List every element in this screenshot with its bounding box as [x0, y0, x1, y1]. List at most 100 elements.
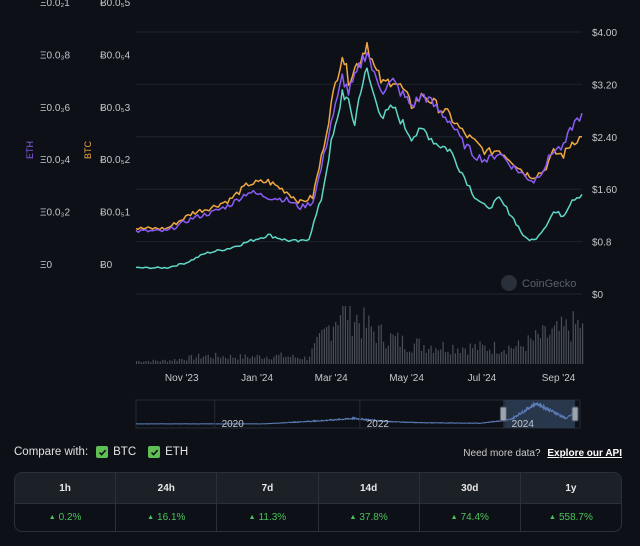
volume-bar [440, 349, 442, 364]
price-chart[interactable]: Ξ0 Ξ0.0₃2 Ξ0.0₃4 Ξ0.0₃6 Ξ0.0₃8 Ξ0.0₂1 Ƀ0 Ƀ0.0₅… [0, 0, 640, 440]
volume-bar [560, 316, 563, 364]
volume-bar [406, 352, 408, 364]
volume-bar [339, 315, 342, 364]
change-value: ▲ 16.1% [116, 504, 216, 531]
caret-up-icon: ▲ [349, 514, 357, 521]
volume-bar [337, 325, 339, 364]
volume-bar [275, 354, 277, 364]
change-value-text: 16.1% [157, 512, 186, 523]
volume-bar [138, 360, 140, 364]
volume-bar [270, 359, 273, 364]
change-value-text: 558.7% [558, 512, 593, 523]
explore-api-link[interactable]: Explore our API [547, 448, 622, 459]
volume-bar [224, 357, 227, 364]
volume-bar [268, 359, 270, 364]
volume-bar [558, 330, 560, 364]
series-line-eth [135, 51, 583, 234]
navigator-year-label: 2024 [512, 419, 535, 430]
volume-bar [323, 328, 325, 364]
volume-bar [574, 324, 577, 364]
compare-eth-checkbox[interactable]: ETH [148, 446, 188, 458]
change-value-text: 0.2% [58, 512, 82, 523]
compare-btc-checkbox[interactable]: BTC [96, 446, 136, 458]
volume-bar [256, 354, 258, 364]
usd-axis: $0 $0.8 $1.60 $2.40 $3.20 $4.00 [592, 28, 617, 301]
x-tick-label: Jan '24 [241, 373, 273, 384]
volume-bar [183, 360, 185, 364]
volume-bar [380, 324, 382, 364]
x-tick-label: Jul '24 [468, 373, 497, 384]
change-value: ▲ 0.2% [15, 504, 115, 531]
btc-axis-title: BTC [83, 140, 93, 159]
volume-bar [510, 347, 512, 364]
volume-bar [411, 352, 413, 364]
volume-bar [508, 345, 510, 364]
volume-bar [542, 325, 544, 364]
volume-bar [479, 341, 481, 364]
volume-bar [190, 354, 193, 364]
y-tick-label: $4.00 [592, 28, 617, 39]
volume-bar [195, 357, 197, 364]
volume-bar [220, 358, 222, 364]
range-navigator[interactable]: 2020 2022 2024 [135, 399, 581, 430]
compare-eth-label: ETH [165, 446, 189, 458]
volume-bar [278, 354, 280, 364]
change-column: 1h ▲ 0.2% [15, 473, 117, 531]
coingecko-logo-icon [501, 275, 517, 291]
volume-bar [212, 358, 214, 364]
volume-bar [563, 326, 565, 364]
checkmark-icon [96, 446, 109, 458]
volume-bar [150, 362, 152, 364]
volume-bar [549, 334, 551, 364]
y-tick-label: Ξ0 [40, 260, 52, 271]
y-tick-label: $2.40 [592, 133, 617, 144]
volume-bar [476, 349, 479, 364]
volume-bar [342, 306, 344, 364]
change-column: 7d ▲ 11.3% [217, 473, 319, 531]
volume-bar [408, 351, 411, 364]
volume-bar [174, 358, 176, 364]
volume-bar [188, 355, 190, 364]
volume-bar [498, 353, 500, 364]
volume-bar [452, 344, 454, 364]
volume-bar [198, 353, 200, 364]
volume-bar [442, 341, 444, 364]
volume-bar [397, 332, 399, 364]
price-change-table: 1h ▲ 0.2% 24h ▲ 16.1% 7d ▲ 11.3% 14d ▲ 37.8% 30d… [14, 472, 622, 532]
navigator-frame [135, 399, 581, 429]
volume-bar [484, 345, 486, 364]
volume-bar [282, 357, 285, 364]
change-column: 24h ▲ 16.1% [116, 473, 218, 531]
volume-bar [326, 326, 328, 364]
volume-bar [140, 362, 142, 364]
volume-bar [392, 334, 394, 364]
volume-bar [467, 354, 469, 364]
volume-bar [474, 343, 476, 364]
volume-bar [294, 357, 296, 364]
volume-bar [306, 360, 308, 364]
volume-bar [390, 333, 392, 364]
volume-bar [517, 340, 520, 364]
volume-bar [176, 360, 178, 364]
watermark-text: CoinGecko [522, 278, 576, 290]
navigator-handle[interactable] [571, 406, 579, 422]
volume-bar [143, 361, 145, 364]
eth-axis: Ξ0 Ξ0.0₃2 Ξ0.0₃4 Ξ0.0₃6 Ξ0.0₃8 Ξ0.0₂1 [40, 0, 70, 271]
volume-bar [358, 323, 360, 364]
volume-bar [186, 360, 188, 364]
volume-bar [254, 357, 256, 364]
navigator-handle[interactable] [499, 406, 507, 422]
volume-bar [169, 360, 171, 364]
x-tick-label: Sep '24 [542, 373, 576, 384]
volume-bar [217, 356, 219, 364]
volume-bar [530, 338, 532, 364]
period-header: 7d [217, 473, 318, 504]
compare-section: Compare with: BTC ETH [14, 446, 200, 458]
volume-bar [489, 349, 491, 364]
y-tick-label: Ξ0.0₃6 [40, 103, 70, 114]
caret-up-icon: ▲ [549, 514, 556, 521]
caret-up-icon: ▲ [147, 514, 155, 521]
volume-bar [425, 352, 427, 364]
volume-bar [567, 330, 570, 364]
period-header: 1y [520, 473, 621, 504]
